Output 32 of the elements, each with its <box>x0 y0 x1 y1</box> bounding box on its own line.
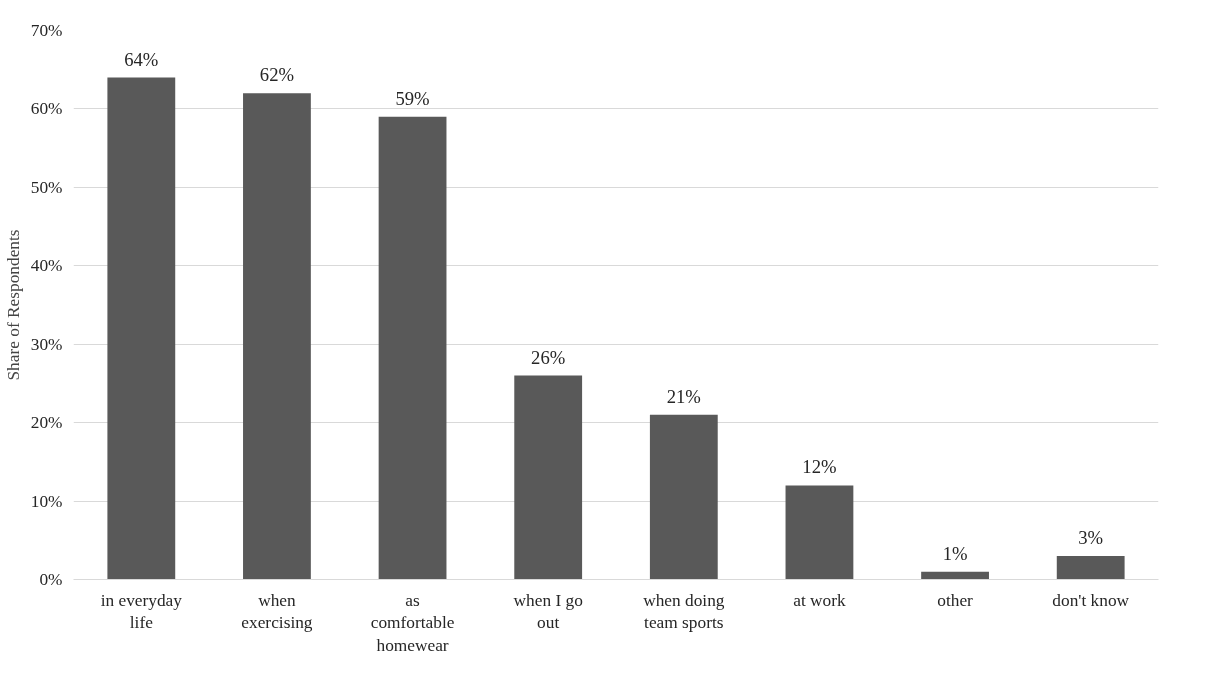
data-label: 3% <box>1078 526 1104 548</box>
y-tick-label: 50% <box>30 177 63 197</box>
y-tick-label: 60% <box>30 99 63 119</box>
bar <box>514 375 583 580</box>
bar <box>243 93 311 580</box>
data-label: 64% <box>124 48 159 70</box>
data-label: 59% <box>395 87 430 109</box>
x-tick-label: when doing team sports <box>643 590 725 633</box>
data-label: 62% <box>259 64 295 86</box>
x-tick-label: don't know <box>1052 590 1130 610</box>
y-tick-label: 10% <box>30 491 63 511</box>
bar <box>378 116 447 580</box>
x-tick-label: in everyday life <box>100 590 183 633</box>
data-label: 21% <box>666 385 701 407</box>
data-label: 1% <box>942 542 968 564</box>
y-tick-label: 20% <box>30 413 63 433</box>
bar <box>1056 555 1125 580</box>
x-tick-label: when exercising <box>241 590 313 633</box>
data-label: 26% <box>531 346 566 368</box>
y-tick-label: 30% <box>30 334 63 354</box>
bar <box>785 485 854 580</box>
x-tick-label: as comfortable homewear <box>370 590 455 656</box>
y-tick-label: 40% <box>30 256 63 276</box>
bar <box>649 414 718 580</box>
y-tick-label: 70% <box>30 21 63 40</box>
data-label: 12% <box>802 456 837 478</box>
x-tick-label: at work <box>793 590 846 610</box>
x-tick-label: when I go out <box>513 590 583 633</box>
x-tick-label: other <box>937 590 974 610</box>
bar <box>107 77 176 580</box>
y-axis-title: Share of Respondents <box>3 229 23 381</box>
y-tick-label: 0% <box>39 570 63 589</box>
